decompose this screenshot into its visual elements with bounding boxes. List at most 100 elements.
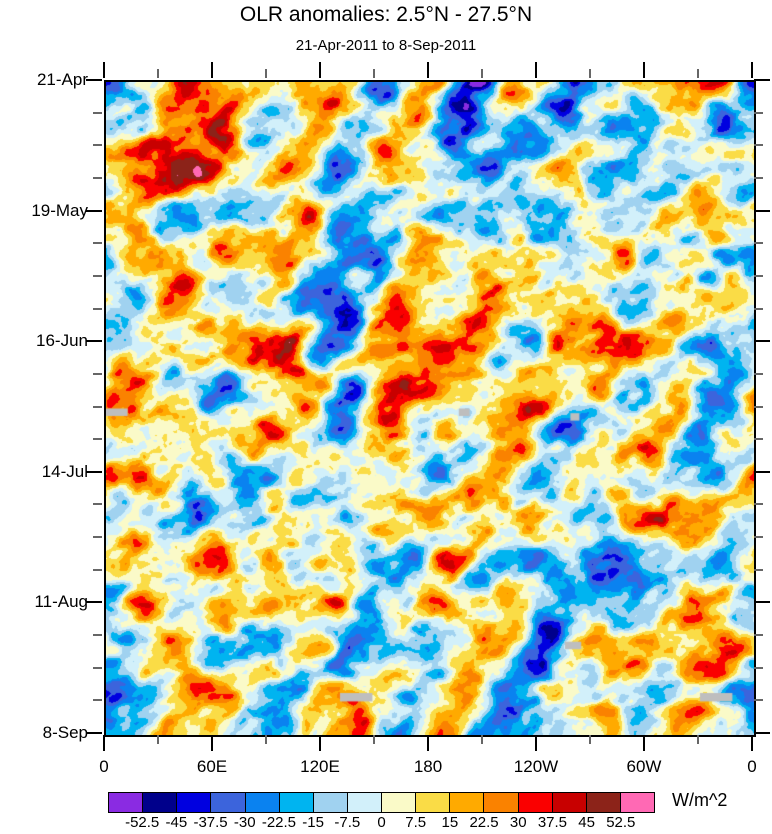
x-tick-top bbox=[535, 62, 537, 78]
heatmap-canvas bbox=[106, 82, 754, 735]
colorbar-swatch bbox=[450, 793, 485, 812]
colorbar-swatch bbox=[109, 793, 144, 812]
x-tick-bottom bbox=[211, 735, 213, 751]
colorbar-swatch bbox=[347, 793, 382, 812]
y-tick-left bbox=[93, 699, 102, 701]
y-tick-right bbox=[754, 177, 763, 179]
x-tick-bottom bbox=[751, 735, 753, 751]
colorbar-swatch bbox=[416, 793, 451, 812]
y-tick-right bbox=[754, 210, 770, 212]
colorbar-swatch bbox=[177, 793, 212, 812]
y-tick-left bbox=[93, 373, 102, 375]
x-tick-bottom bbox=[643, 735, 645, 751]
x-tick-bottom bbox=[535, 735, 537, 751]
y-tick-right bbox=[754, 308, 763, 310]
y-tick-left bbox=[93, 667, 102, 669]
x-tick-top bbox=[589, 69, 591, 78]
colorbar-tick-label: 30 bbox=[509, 814, 527, 831]
colorbar-tick-label: -52.5 bbox=[125, 814, 160, 831]
y-tick-right bbox=[754, 144, 763, 146]
x-tick-top bbox=[157, 69, 159, 78]
colorbar-tick-label: 0 bbox=[377, 814, 386, 831]
x-tick-bottom bbox=[157, 735, 159, 744]
y-tick-right bbox=[754, 242, 763, 244]
colorbar-swatch bbox=[245, 793, 280, 812]
y-tick-left bbox=[86, 601, 102, 603]
y-tick-right bbox=[754, 569, 763, 571]
y-tick-right bbox=[754, 112, 763, 114]
y-tick-right bbox=[754, 667, 763, 669]
y-tick-right bbox=[754, 634, 763, 636]
x-axis-label: 60W bbox=[626, 757, 662, 776]
y-tick-right bbox=[754, 601, 770, 603]
colorbar-swatch bbox=[518, 793, 553, 812]
x-axis-label: 120W bbox=[513, 757, 559, 776]
colorbar bbox=[108, 792, 655, 813]
y-tick-right bbox=[754, 275, 763, 277]
hovmoller-plot-area bbox=[104, 80, 756, 737]
colorbar-tick-label: 7.5 bbox=[405, 814, 427, 831]
y-axis-label: 8-Sep bbox=[42, 723, 88, 742]
colorbar-swatch bbox=[313, 793, 348, 812]
y-axis-label: 14-Jul bbox=[41, 461, 88, 481]
y-tick-left bbox=[93, 634, 102, 636]
colorbar-swatch bbox=[586, 793, 621, 812]
y-tick-left bbox=[93, 438, 102, 440]
y-tick-right bbox=[754, 471, 770, 473]
colorbar-tick-label: 15 bbox=[441, 814, 459, 831]
y-tick-right bbox=[754, 732, 770, 734]
y-tick-right bbox=[754, 503, 763, 505]
y-tick-left bbox=[86, 79, 102, 81]
colorbar-tick-label: -7.5 bbox=[334, 814, 361, 831]
y-tick-left bbox=[93, 308, 102, 310]
y-axis-label: 21-Apr bbox=[36, 70, 88, 89]
x-tick-bottom bbox=[319, 735, 321, 751]
y-tick-left bbox=[93, 177, 102, 179]
x-axis-label: 180 bbox=[413, 757, 443, 776]
y-tick-right bbox=[754, 79, 770, 81]
colorbar-tick-label: 37.5 bbox=[537, 814, 568, 831]
x-tick-top bbox=[751, 62, 753, 78]
y-tick-left bbox=[93, 144, 102, 146]
colorbar-tick-label: 22.5 bbox=[469, 814, 499, 831]
x-tick-top bbox=[103, 62, 105, 78]
y-tick-right bbox=[754, 340, 770, 342]
x-tick-bottom bbox=[103, 735, 105, 751]
chart-title: OLR anomalies: 2.5°N - 27.5°N bbox=[239, 3, 533, 26]
y-tick-left bbox=[93, 569, 102, 571]
colorbar-units-label: W/m^2 bbox=[672, 790, 728, 810]
colorbar-tick-label: 52.5 bbox=[606, 814, 636, 831]
x-tick-top bbox=[211, 62, 213, 78]
y-axis-label: 11-Aug bbox=[34, 592, 88, 612]
y-tick-left bbox=[86, 732, 102, 734]
y-tick-left bbox=[86, 340, 102, 342]
x-tick-bottom bbox=[373, 735, 375, 744]
x-tick-bottom bbox=[481, 735, 483, 744]
chart-subtitle: 21-Apr-2011 to 8-Sep-2011 bbox=[295, 37, 477, 54]
y-tick-left bbox=[93, 112, 102, 114]
x-tick-top bbox=[643, 62, 645, 78]
colorbar-tick-label: -30 bbox=[233, 814, 256, 831]
x-tick-top bbox=[319, 62, 321, 78]
y-tick-right bbox=[754, 536, 763, 538]
x-tick-bottom bbox=[427, 735, 429, 751]
x-tick-bottom bbox=[589, 735, 591, 744]
colorbar-swatch bbox=[211, 793, 246, 812]
y-axis-label: 19-May bbox=[31, 200, 88, 220]
colorbar-swatch bbox=[484, 793, 519, 812]
x-axis-label: 0 bbox=[99, 757, 109, 776]
colorbar-swatch bbox=[382, 793, 417, 812]
x-axis-label: 120E bbox=[300, 757, 340, 776]
y-tick-left bbox=[93, 406, 102, 408]
colorbar-swatch bbox=[552, 793, 587, 812]
colorbar-swatch bbox=[620, 793, 654, 812]
colorbar-swatch bbox=[143, 793, 178, 812]
x-tick-bottom bbox=[265, 735, 267, 744]
x-tick-top bbox=[481, 69, 483, 78]
x-axis-label: 60E bbox=[196, 757, 228, 776]
x-tick-top bbox=[427, 62, 429, 78]
y-tick-right bbox=[754, 373, 763, 375]
x-tick-top bbox=[265, 69, 267, 78]
y-tick-right bbox=[754, 406, 763, 408]
